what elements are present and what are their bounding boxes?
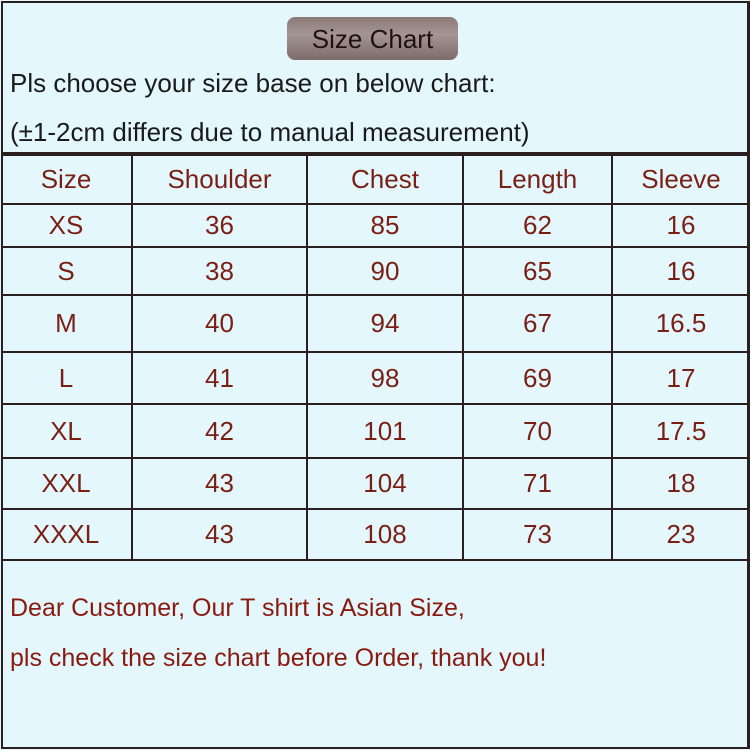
table-cell: 73 bbox=[462, 508, 613, 561]
table-cell: 16 bbox=[611, 203, 749, 248]
table-cell: 69 bbox=[462, 351, 613, 405]
header-row: Size Shoulder Chest Length Sleeve bbox=[1, 153, 749, 205]
table-cell: 85 bbox=[306, 203, 464, 248]
table-row: XXXL 43 108 73 23 bbox=[1, 508, 749, 561]
table-cell: 90 bbox=[306, 246, 464, 296]
table-cell: 18 bbox=[611, 457, 749, 510]
column-header: Chest bbox=[306, 153, 464, 205]
table-cell: M bbox=[1, 294, 133, 353]
table-cell: 23 bbox=[611, 508, 749, 561]
table-cell: XS bbox=[1, 203, 133, 248]
table-row: L 41 98 69 17 bbox=[1, 351, 749, 405]
table-cell: 94 bbox=[306, 294, 464, 353]
table-cell: 65 bbox=[462, 246, 613, 296]
table-cell: 38 bbox=[131, 246, 308, 296]
table-cell: 16.5 bbox=[611, 294, 749, 353]
table-cell: 16 bbox=[611, 246, 749, 296]
table-cell: 43 bbox=[131, 508, 308, 561]
table-cell: 17 bbox=[611, 351, 749, 405]
table-cell: L bbox=[1, 351, 133, 405]
table-row: XXL 43 104 71 18 bbox=[1, 457, 749, 510]
table-cell: 43 bbox=[131, 457, 308, 510]
customer-note-line1: Dear Customer, Our T shirt is Asian Size… bbox=[10, 594, 465, 622]
table-cell: 40 bbox=[131, 294, 308, 353]
table-cell: XXL bbox=[1, 457, 133, 510]
table-cell: 108 bbox=[306, 508, 464, 561]
column-header: Sleeve bbox=[611, 153, 749, 205]
table-cell: 104 bbox=[306, 457, 464, 510]
table-cell: 17.5 bbox=[611, 403, 749, 459]
table-cell: 42 bbox=[131, 403, 308, 459]
table-row: XS 36 85 62 16 bbox=[1, 203, 749, 248]
table-cell: 62 bbox=[462, 203, 613, 248]
column-header: Shoulder bbox=[131, 153, 308, 205]
instruction-text: Pls choose your size base on below chart… bbox=[10, 68, 496, 98]
table-cell: 71 bbox=[462, 457, 613, 510]
table-cell: S bbox=[1, 246, 133, 296]
table-cell: XXXL bbox=[1, 508, 133, 561]
table-row: M 40 94 67 16.5 bbox=[1, 294, 749, 353]
table-cell: 70 bbox=[462, 403, 613, 459]
size-chart-title: Size Chart bbox=[287, 17, 458, 60]
table-cell: 98 bbox=[306, 351, 464, 405]
table-cell: 41 bbox=[131, 351, 308, 405]
column-header: Length bbox=[462, 153, 613, 205]
table-row: XL 42 101 70 17.5 bbox=[1, 403, 749, 459]
table-cell: 67 bbox=[462, 294, 613, 353]
table-cell: 101 bbox=[306, 403, 464, 459]
table-row: S 38 90 65 16 bbox=[1, 246, 749, 296]
table-cell: XL bbox=[1, 403, 133, 459]
size-table: Size Shoulder Chest Length Sleeve XS 36 85 62 16 S… bbox=[1, 152, 749, 561]
customer-note-line2: pls check the size chart before Order, t… bbox=[10, 644, 547, 672]
column-header: Size bbox=[1, 153, 133, 205]
measurement-note: (±1-2cm differs due to manual measuremen… bbox=[10, 117, 530, 147]
table-cell: 36 bbox=[131, 203, 308, 248]
